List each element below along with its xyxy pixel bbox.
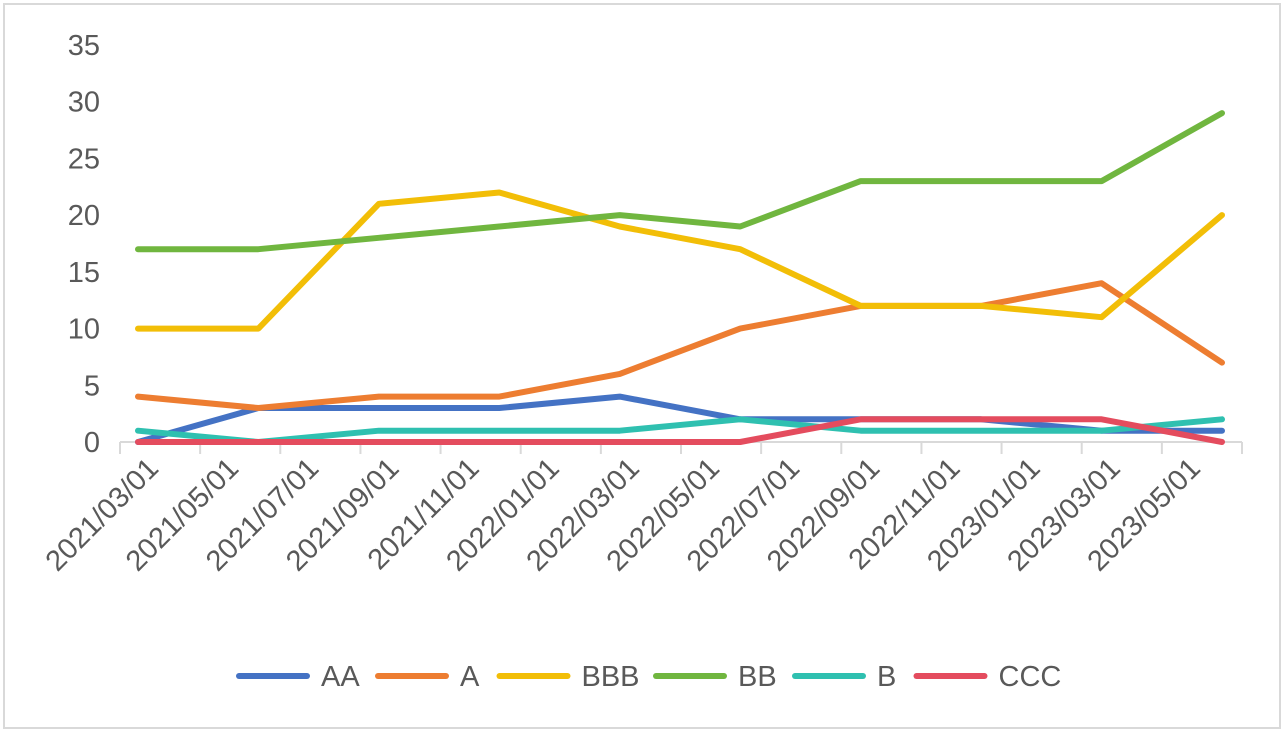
series-line-a xyxy=(135,280,1225,411)
y-tick-label: 0 xyxy=(84,427,100,459)
axes: 051015202530352021/03/012021/05/012021/0… xyxy=(40,30,1243,578)
series-lines xyxy=(135,110,1225,445)
legend-label-bbb: BBB xyxy=(582,661,640,693)
y-tick-label: 35 xyxy=(68,30,100,62)
series-line-bb xyxy=(135,110,1225,253)
legend-label-ccc: CCC xyxy=(999,661,1062,693)
y-tick-label: 10 xyxy=(68,314,100,346)
legend-label-aa: AA xyxy=(321,661,360,693)
legend-label-a: A xyxy=(460,661,480,693)
legend: AA A BBB BB B CCC xyxy=(236,661,1062,693)
y-tick-label: 15 xyxy=(68,257,100,289)
y-tick-label: 20 xyxy=(68,200,100,232)
series-line-b xyxy=(135,416,1225,445)
y-tick-label: 25 xyxy=(68,143,100,175)
series-line-ccc xyxy=(135,416,1225,445)
y-tick-label: 30 xyxy=(68,87,100,119)
series-line-bbb xyxy=(135,189,1225,332)
legend-label-bb: BB xyxy=(738,661,777,693)
y-tick-label: 5 xyxy=(84,370,100,402)
legend-label-b: B xyxy=(877,661,896,693)
series-line-aa xyxy=(135,393,1225,445)
